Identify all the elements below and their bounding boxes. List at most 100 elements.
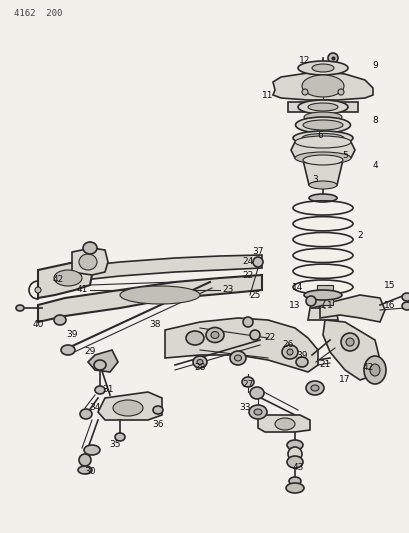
Text: 9: 9 <box>371 61 377 69</box>
Ellipse shape <box>285 483 303 493</box>
Ellipse shape <box>297 100 347 114</box>
Polygon shape <box>316 285 332 305</box>
Ellipse shape <box>369 364 379 376</box>
Ellipse shape <box>196 359 202 365</box>
Ellipse shape <box>308 181 336 189</box>
Ellipse shape <box>234 355 241 361</box>
Text: 8: 8 <box>371 116 377 125</box>
Polygon shape <box>322 320 379 380</box>
Ellipse shape <box>307 103 337 111</box>
Ellipse shape <box>205 327 223 343</box>
Ellipse shape <box>229 351 245 365</box>
Polygon shape <box>38 275 261 322</box>
Polygon shape <box>72 248 108 275</box>
Ellipse shape <box>340 333 358 351</box>
Ellipse shape <box>193 356 207 368</box>
Ellipse shape <box>302 120 342 130</box>
Ellipse shape <box>281 345 297 359</box>
Polygon shape <box>290 142 354 158</box>
Ellipse shape <box>287 447 301 461</box>
Text: 36: 36 <box>152 421 163 430</box>
Text: 4162  200: 4162 200 <box>14 9 62 18</box>
Ellipse shape <box>254 409 261 415</box>
Ellipse shape <box>345 338 353 346</box>
Ellipse shape <box>301 75 343 97</box>
Ellipse shape <box>292 131 352 145</box>
Text: 30: 30 <box>84 467 96 477</box>
Text: 12: 12 <box>299 55 310 64</box>
Ellipse shape <box>186 331 204 345</box>
Polygon shape <box>308 292 326 308</box>
Text: 38: 38 <box>149 320 160 329</box>
Ellipse shape <box>286 349 292 355</box>
Ellipse shape <box>78 466 92 474</box>
Ellipse shape <box>54 315 66 325</box>
Ellipse shape <box>294 152 350 164</box>
Text: 22: 22 <box>264 334 275 343</box>
Ellipse shape <box>80 409 92 419</box>
Text: 26: 26 <box>282 341 293 350</box>
Ellipse shape <box>79 454 91 466</box>
Ellipse shape <box>286 456 302 468</box>
Text: 13: 13 <box>288 301 300 310</box>
Text: 27: 27 <box>242 381 253 390</box>
Text: 35: 35 <box>109 440 121 449</box>
Ellipse shape <box>79 254 97 270</box>
Text: 37: 37 <box>252 247 263 256</box>
Text: 25: 25 <box>249 290 260 300</box>
Text: 11: 11 <box>262 91 273 100</box>
Ellipse shape <box>301 89 307 95</box>
Polygon shape <box>257 415 309 432</box>
Ellipse shape <box>305 296 315 306</box>
Ellipse shape <box>311 64 333 72</box>
Polygon shape <box>65 255 261 282</box>
Ellipse shape <box>288 477 300 485</box>
Ellipse shape <box>310 385 318 391</box>
Text: 22: 22 <box>242 271 253 279</box>
Ellipse shape <box>327 53 337 63</box>
Text: 42: 42 <box>362 364 373 373</box>
Text: 21: 21 <box>319 360 330 369</box>
Ellipse shape <box>301 133 343 142</box>
Ellipse shape <box>120 286 200 304</box>
Ellipse shape <box>243 317 252 327</box>
Ellipse shape <box>286 440 302 450</box>
Ellipse shape <box>295 117 350 133</box>
Text: 28: 28 <box>194 364 205 373</box>
Text: 41: 41 <box>76 286 88 295</box>
Ellipse shape <box>241 377 254 387</box>
Ellipse shape <box>401 302 409 310</box>
Text: 23: 23 <box>222 286 233 295</box>
Ellipse shape <box>297 61 347 75</box>
Text: 16: 16 <box>383 301 395 310</box>
Text: 33: 33 <box>239 403 250 413</box>
Text: 43: 43 <box>292 464 303 472</box>
Text: 2: 2 <box>356 230 362 239</box>
Ellipse shape <box>61 345 75 355</box>
Text: 3: 3 <box>311 175 317 184</box>
Text: 39: 39 <box>66 330 78 340</box>
Text: 42: 42 <box>52 276 63 285</box>
Text: 17: 17 <box>338 376 350 384</box>
Ellipse shape <box>249 387 263 399</box>
Ellipse shape <box>16 305 24 311</box>
Polygon shape <box>302 160 342 185</box>
Ellipse shape <box>153 406 163 414</box>
Ellipse shape <box>295 357 307 367</box>
Ellipse shape <box>249 330 259 340</box>
Ellipse shape <box>83 242 97 254</box>
Text: 1: 1 <box>326 301 332 310</box>
Ellipse shape <box>113 400 143 416</box>
Text: 15: 15 <box>383 280 395 289</box>
Ellipse shape <box>294 136 350 148</box>
Polygon shape <box>312 295 332 310</box>
Text: 24: 24 <box>242 257 253 266</box>
Ellipse shape <box>302 155 342 165</box>
Ellipse shape <box>308 194 336 202</box>
Text: 40: 40 <box>32 320 44 329</box>
Polygon shape <box>307 308 337 320</box>
Text: 4: 4 <box>371 160 377 169</box>
Polygon shape <box>88 350 118 372</box>
Text: 34: 34 <box>89 403 101 413</box>
Ellipse shape <box>303 290 341 300</box>
